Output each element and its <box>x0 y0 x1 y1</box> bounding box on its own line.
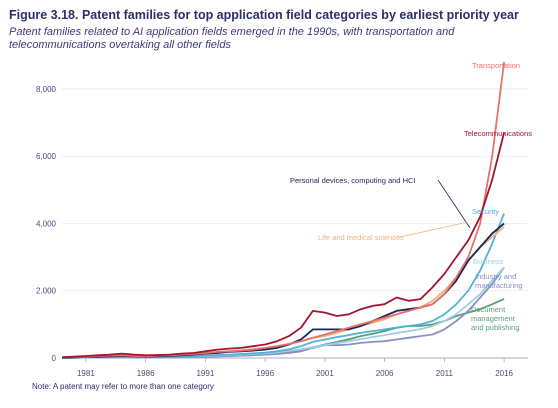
chart-note: Note: A patent may refer to more than on… <box>32 382 214 391</box>
series-line-security <box>61 213 505 359</box>
chart-title: Figure 3.18. Patent families for top app… <box>9 8 519 22</box>
gridlines <box>62 88 528 359</box>
label-leader-line <box>437 179 471 229</box>
series-lines <box>61 61 505 359</box>
series-line-document-management-and-publishing <box>61 298 505 359</box>
y-axis-ticks: 0 2,000 4,000 6,000 8,000 <box>36 85 57 363</box>
y-tick-label: 0 <box>52 354 57 363</box>
y-tick-label: 4,000 <box>36 219 57 228</box>
series-line-telecommunications <box>61 132 505 359</box>
series-label: Transportation <box>472 61 520 70</box>
series-label: Business <box>473 257 504 266</box>
chart-subtitle: Patent families related to AI applicatio… <box>9 26 455 51</box>
x-tick-label: 1996 <box>256 369 274 378</box>
y-tick-label: 6,000 <box>36 152 57 161</box>
x-tick-label: 1991 <box>196 369 214 378</box>
y-tick-label: 2,000 <box>36 287 57 296</box>
series-line-transportation <box>61 61 505 359</box>
series-labels: Transportation Telecommunications Personal… <box>290 61 532 332</box>
series-label: Life and medical sciences <box>318 233 404 242</box>
series-label: Security <box>472 207 499 216</box>
x-axis-ticks: 1981 1986 1991 1996 2001 2006 2011 2016 <box>62 357 528 378</box>
y-tick-label: 8,000 <box>36 85 57 94</box>
series-label: Industry and manufacturing <box>475 272 523 290</box>
x-tick-label: 1986 <box>137 369 155 378</box>
x-tick-label: 2006 <box>376 369 394 378</box>
x-tick-label: 2016 <box>495 369 513 378</box>
series-label: Telecommunications <box>464 129 532 138</box>
x-tick-label: 2011 <box>436 369 454 378</box>
series-label: Document management and publishing <box>471 305 519 332</box>
label-leader-line <box>399 221 469 238</box>
series-label: Personal devices, computing and HCI <box>290 176 415 185</box>
x-tick-label: 2001 <box>316 369 334 378</box>
x-tick-label: 1981 <box>77 369 95 378</box>
